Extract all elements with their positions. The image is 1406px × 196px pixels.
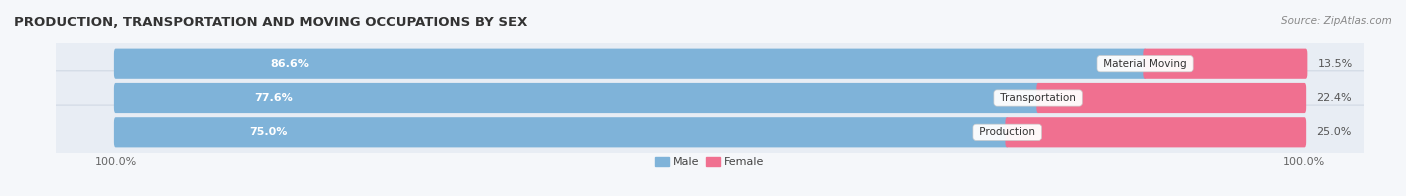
FancyBboxPatch shape [114, 49, 1147, 79]
Text: 77.6%: 77.6% [254, 93, 292, 103]
Text: Transportation: Transportation [997, 93, 1080, 103]
Text: Source: ZipAtlas.com: Source: ZipAtlas.com [1281, 16, 1392, 26]
Text: 25.0%: 25.0% [1316, 127, 1351, 137]
Text: 86.6%: 86.6% [270, 59, 309, 69]
Text: 75.0%: 75.0% [249, 127, 288, 137]
Text: PRODUCTION, TRANSPORTATION AND MOVING OCCUPATIONS BY SEX: PRODUCTION, TRANSPORTATION AND MOVING OC… [14, 16, 527, 29]
Text: 13.5%: 13.5% [1317, 59, 1353, 69]
Text: 22.4%: 22.4% [1316, 93, 1353, 103]
FancyBboxPatch shape [1143, 49, 1308, 79]
Text: Production: Production [976, 127, 1039, 137]
FancyBboxPatch shape [52, 105, 1368, 160]
FancyBboxPatch shape [1005, 117, 1306, 147]
FancyBboxPatch shape [52, 71, 1368, 125]
FancyBboxPatch shape [52, 36, 1368, 91]
Text: Material Moving: Material Moving [1099, 59, 1189, 69]
FancyBboxPatch shape [114, 83, 1040, 113]
FancyBboxPatch shape [1036, 83, 1306, 113]
FancyBboxPatch shape [114, 117, 1010, 147]
Legend: Male, Female: Male, Female [655, 157, 765, 167]
